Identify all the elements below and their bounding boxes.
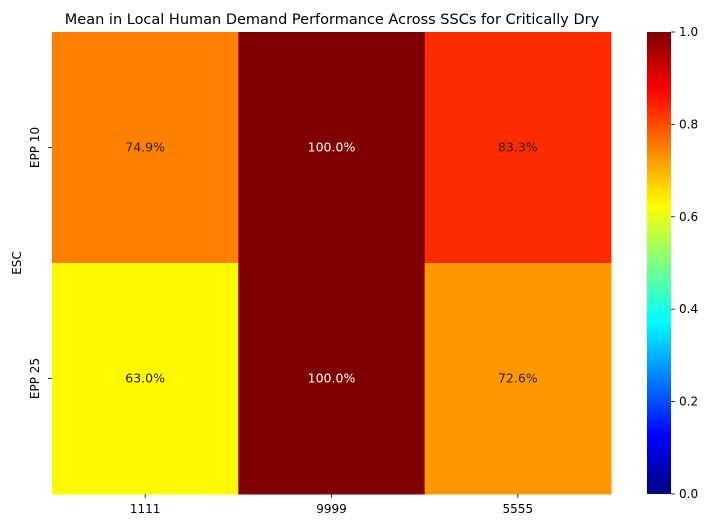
cell-value-label: 100.0% <box>308 371 356 386</box>
heatmap-cell <box>52 32 239 264</box>
cell-value-label: 74.9% <box>125 140 165 155</box>
x-axis-ticks: 1111 9999 5555 <box>130 494 533 516</box>
heatmap-cell <box>424 32 612 264</box>
cell-value-label: 83.3% <box>498 140 538 155</box>
colorbar-gradient <box>647 32 671 494</box>
y-tick-label: EPP 25 <box>28 358 42 399</box>
colorbar-tick-label: 0.6 <box>679 210 698 224</box>
cell-value-label: 72.6% <box>498 371 538 386</box>
cell-value-label: 100.0% <box>308 140 356 155</box>
colorbar-tick-label: 0.2 <box>679 395 698 409</box>
colorbar-tick-label: 0.4 <box>679 302 698 316</box>
colorbar-tick-label: 1.0 <box>679 25 698 39</box>
heatmap-cells: 74.9% 100.0% 83.3% 63.0% 100.0% 72.6% <box>52 32 612 495</box>
y-tick-label: EPP 10 <box>28 127 42 168</box>
colorbar-tick-label: 0.0 <box>679 487 698 501</box>
colorbar-tick-label: 0.8 <box>679 117 698 131</box>
y-axis-ticks: EPP 10 EPP 25 <box>28 127 52 399</box>
x-tick-label: 5555 <box>503 502 534 516</box>
heatmap-cell <box>238 32 426 264</box>
x-tick-label: 9999 <box>316 502 347 516</box>
heatmap-cell <box>424 263 612 495</box>
y-axis-label: ESC <box>10 251 24 275</box>
heatmap-cell <box>52 263 239 495</box>
x-tick-label: 1111 <box>130 502 161 516</box>
chart-title: Mean in Local Human Demand Performance A… <box>65 12 600 28</box>
colorbar: 0.0 0.2 0.4 0.6 0.8 1.0 <box>647 25 698 501</box>
cell-value-label: 63.0% <box>125 371 165 386</box>
heatmap-cell <box>238 263 426 495</box>
